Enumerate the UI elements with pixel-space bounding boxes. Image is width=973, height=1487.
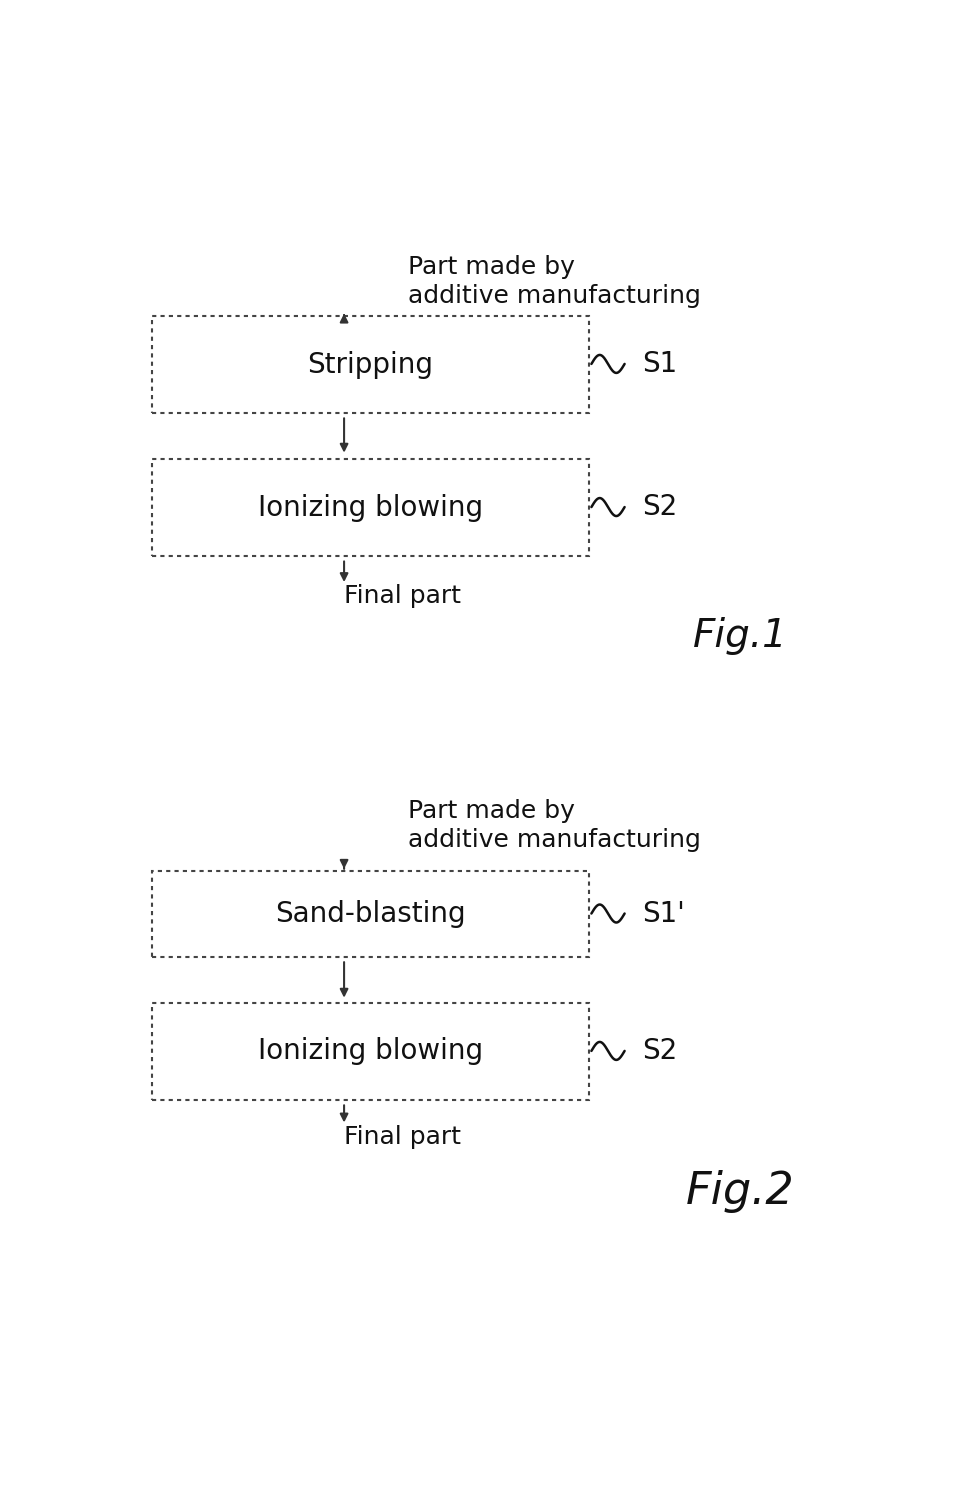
- Text: Part made by
additive manufacturing: Part made by additive manufacturing: [409, 254, 702, 308]
- FancyBboxPatch shape: [152, 871, 589, 958]
- FancyBboxPatch shape: [152, 1002, 589, 1100]
- Text: Fig.1: Fig.1: [693, 617, 787, 656]
- FancyBboxPatch shape: [152, 459, 589, 556]
- Text: Ionizing blowing: Ionizing blowing: [258, 494, 483, 522]
- Text: S2: S2: [642, 1036, 677, 1065]
- Text: Part made by
additive manufacturing: Part made by additive manufacturing: [409, 799, 702, 852]
- Text: Sand-blasting: Sand-blasting: [275, 900, 466, 928]
- Text: Stripping: Stripping: [307, 351, 433, 379]
- Text: S2: S2: [642, 494, 677, 520]
- FancyBboxPatch shape: [152, 315, 589, 413]
- Text: Final part: Final part: [344, 1124, 461, 1149]
- Text: Fig.2: Fig.2: [686, 1170, 794, 1213]
- Text: S1: S1: [642, 349, 677, 378]
- Text: Ionizing blowing: Ionizing blowing: [258, 1038, 483, 1066]
- Text: Final part: Final part: [344, 584, 461, 608]
- Text: S1': S1': [642, 900, 685, 928]
